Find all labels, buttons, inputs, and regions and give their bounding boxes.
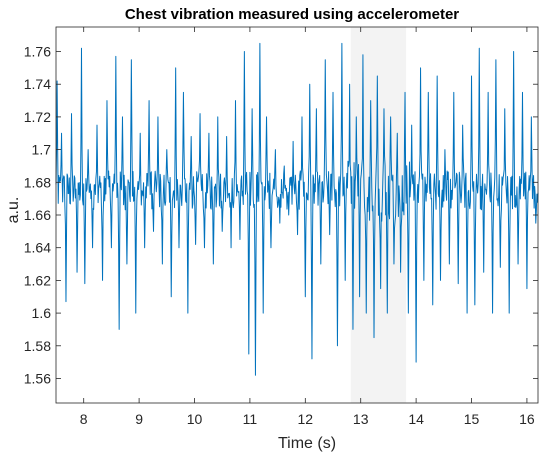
y-tick-label: 1.58 bbox=[24, 338, 51, 354]
x-tick-label: 16 bbox=[519, 411, 535, 427]
y-tick-label: 1.68 bbox=[24, 174, 51, 190]
y-tick-label: 1.6 bbox=[32, 305, 52, 321]
y-tick-label: 1.62 bbox=[24, 272, 51, 288]
series-line bbox=[55, 42, 539, 376]
x-tick-label: 15 bbox=[464, 411, 480, 427]
y-axis: 1.56 1.58 1.6 1.62 1.64 1.66 1.68 1.7 1.72 1.74 1.… bbox=[24, 44, 538, 386]
y-tick-label: 1.7 bbox=[32, 142, 52, 158]
x-tick-label: 12 bbox=[298, 411, 314, 427]
y-tick-label: 1.76 bbox=[24, 44, 51, 60]
x-tick-label: 8 bbox=[80, 411, 88, 427]
y-tick-label: 1.56 bbox=[24, 370, 51, 386]
x-tick-label: 11 bbox=[243, 411, 258, 427]
y-tick-label: 1.66 bbox=[24, 207, 51, 223]
y-tick-label: 1.74 bbox=[24, 76, 51, 92]
signal-layer bbox=[55, 42, 539, 376]
x-tick-label: 14 bbox=[408, 411, 424, 427]
y-tick-label: 1.64 bbox=[24, 240, 51, 256]
y-axis-label: a.u. bbox=[5, 197, 22, 224]
x-tick-label: 10 bbox=[187, 411, 203, 427]
x-axis-label: Time (s) bbox=[278, 435, 336, 452]
y-tick-label: 1.72 bbox=[24, 109, 51, 125]
chart-title: Chest vibration measured using accelerom… bbox=[125, 6, 459, 23]
x-tick-label: 9 bbox=[135, 411, 143, 427]
x-tick-label: 13 bbox=[353, 411, 369, 427]
x-axis: 8 9 10 11 12 13 14 15 16 bbox=[80, 27, 535, 427]
